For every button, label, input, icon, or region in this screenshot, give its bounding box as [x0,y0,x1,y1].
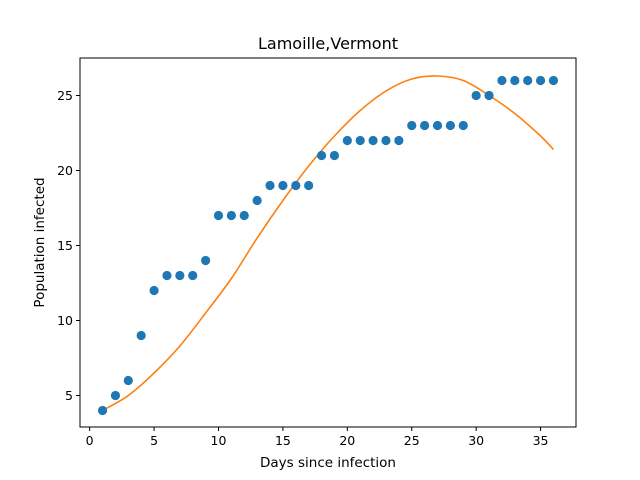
data-point [265,180,275,191]
x-axis-ticks: 0 5 10 15 20 25 30 35 [86,427,549,448]
data-point [510,75,520,86]
y-tick-label: 15 [57,238,73,253]
data-point [252,195,262,206]
data-point [123,375,133,386]
x-tick-label: 35 [533,433,549,448]
data-point [239,210,249,221]
x-tick-label: 10 [211,433,227,448]
x-axis-label: Days since infection [260,455,396,471]
data-point [432,120,443,131]
y-tick-label: 25 [57,88,73,103]
data-point [471,90,481,101]
data-point [497,75,507,86]
data-point [188,270,198,281]
data-point [458,120,468,131]
data-point [368,135,378,146]
data-point [304,180,314,191]
data-point [201,255,211,266]
y-axis-ticks: 5 10 15 20 25 [57,88,80,403]
data-point [329,150,340,161]
data-point [97,405,108,416]
data-point [226,210,236,221]
data-point [175,270,185,281]
data-point [342,135,352,146]
y-tick-label: 5 [65,388,73,403]
y-tick-label: 10 [57,313,73,328]
data-point [381,135,391,146]
data-point [355,135,365,146]
data-point [149,285,159,296]
data-point [162,270,172,281]
data-point [291,180,301,191]
data-point [110,390,121,401]
data-point [213,210,224,221]
x-tick-label: 0 [86,433,94,448]
data-point [394,135,404,146]
y-tick-label: 20 [57,163,73,178]
x-tick-label: 20 [339,433,355,448]
data-point [316,150,327,161]
x-tick-label: 15 [275,433,291,448]
data-point [535,75,546,86]
data-point [445,120,455,131]
data-point [484,90,494,101]
data-point [420,120,430,131]
observed-points-series [97,75,559,416]
data-point [278,180,288,191]
y-axis-label: Population infected [32,177,48,307]
data-point [548,75,559,86]
chart-title: Lamoille,Vermont [258,34,398,53]
data-point [523,75,533,86]
x-tick-label: 5 [150,433,158,448]
data-point [407,120,417,131]
data-point [136,330,146,341]
x-tick-label: 30 [468,433,484,448]
x-tick-label: 25 [404,433,420,448]
